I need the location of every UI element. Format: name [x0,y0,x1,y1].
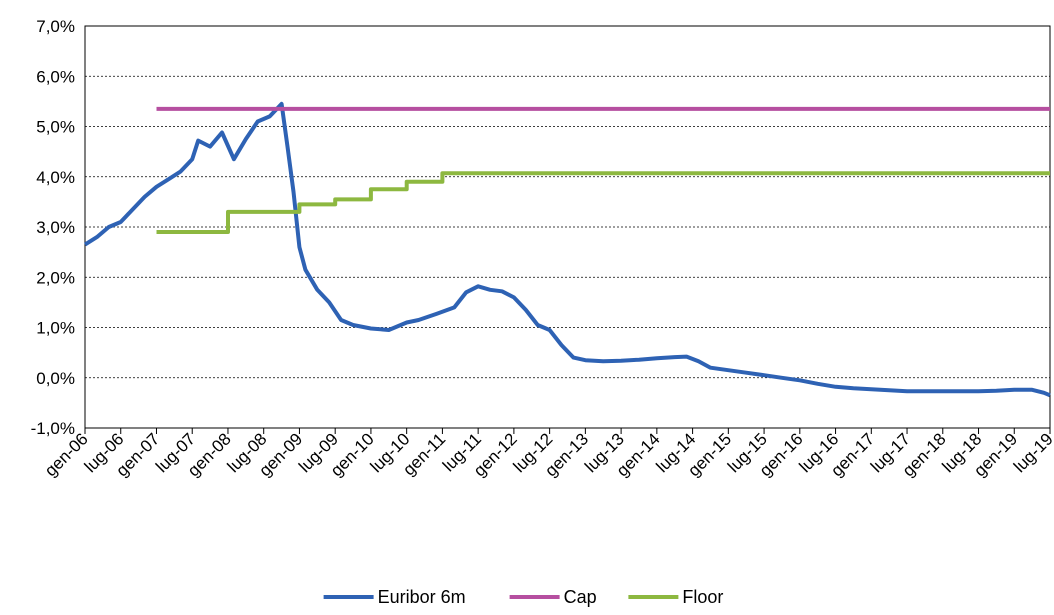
y-tick-label: 5,0% [36,118,75,137]
legend-label: Cap [564,587,597,607]
y-tick-label: 0,0% [36,369,75,388]
series-line-euribor-6m [83,101,1051,398]
y-tick-label: 6,0% [36,67,75,86]
legend-label: Floor [682,587,723,607]
y-tick-label: 1,0% [36,319,75,338]
y-tick-label: 3,0% [36,218,75,237]
plot-frame [84,25,1051,429]
legend-label: Euribor 6m [378,587,466,607]
y-tick-labels: -1,0% 0,0% 1,0% 2,0% 3,0% 4,0% 5,0% 6,0% 7,0% [31,17,75,438]
y-tick-label: 4,0% [36,168,75,187]
legend: Euribor 6m Cap Floor [323,587,723,607]
grid-lines [85,75,1050,379]
y-tick-label: -1,0% [31,419,75,438]
y-tick-label: 7,0% [36,17,75,36]
x-tick-labels: gen-06lug-06gen-07lug-07gen-08lug-08gen-… [41,429,1054,480]
x-tick-label: lug-19 [1010,429,1054,476]
y-tick-label: 2,0% [36,268,75,287]
series-lines [83,101,1051,398]
series-line-floor [156,171,1050,234]
axes [84,25,1051,434]
